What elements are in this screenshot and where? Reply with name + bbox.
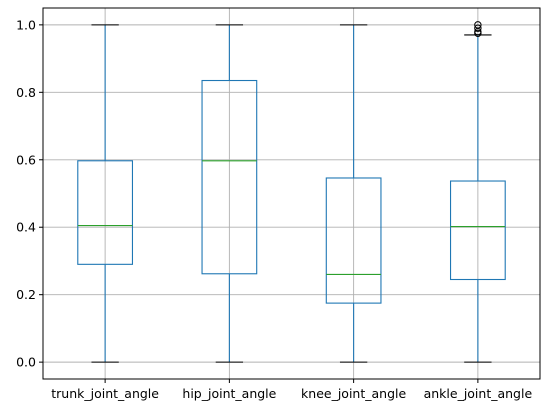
box-trunk_joint_angle — [77, 24, 134, 363]
y-tick-label: 1.0 — [16, 17, 36, 32]
iqr-box — [201, 79, 258, 275]
plot-area-frame — [42, 7, 541, 380]
y-tick-label: 0.2 — [16, 287, 36, 302]
grid — [43, 8, 540, 379]
outlier-point — [474, 21, 482, 29]
box-knee_joint_angle — [325, 24, 382, 363]
x-tick-label: ankle_joint_angle — [424, 386, 533, 401]
x-tick-label: knee_joint_angle — [301, 386, 406, 401]
y-tick-label: 0.4 — [16, 220, 36, 235]
iqr-box — [77, 160, 134, 265]
y-tick-label: 0.0 — [16, 355, 36, 370]
y-tick-label: 0.8 — [16, 85, 36, 100]
iqr-box — [325, 177, 382, 304]
box-hip_joint_angle — [201, 24, 258, 363]
box-ankle_joint_angle — [449, 21, 506, 363]
iqr-box — [449, 180, 506, 281]
boxes — [77, 21, 506, 363]
outlier-point — [474, 24, 482, 32]
x-tick-label: hip_joint_angle — [182, 386, 276, 401]
y-tick-label: 0.6 — [16, 152, 36, 167]
ticks: 0.0 0.2 0.4 0.6 0.8 1.0 trunk_joint_angle hip_j… — [16, 17, 532, 401]
x-tick-label: trunk_joint_angle — [51, 386, 159, 401]
